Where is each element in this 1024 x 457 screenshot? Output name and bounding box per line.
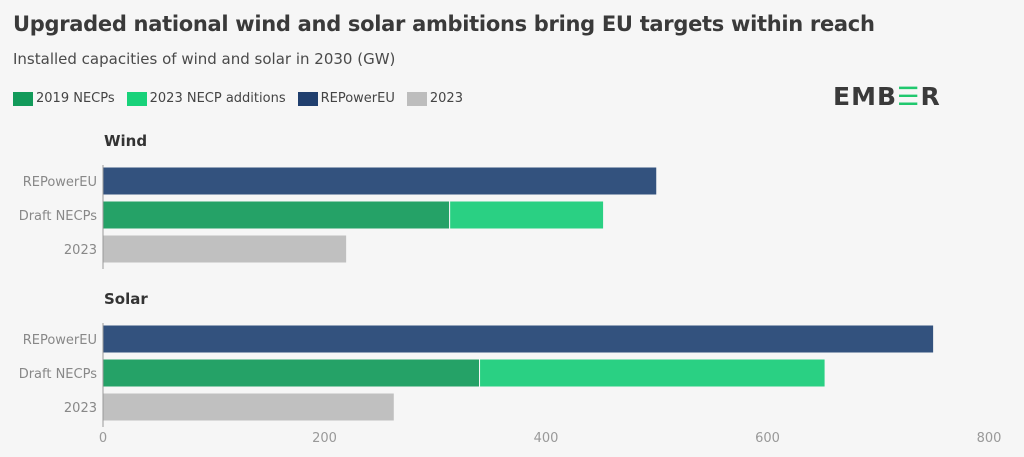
- legend-label: 2023: [429, 91, 463, 106]
- chart-subtitle: Installed capacities of wind and solar i…: [13, 50, 396, 68]
- bar-segment: [102, 200, 451, 230]
- bar-segment: [102, 234, 348, 264]
- bar-segment: [102, 166, 658, 196]
- x-tick-label: 600: [755, 431, 780, 446]
- chart-title: Upgraded national wind and solar ambitio…: [13, 12, 875, 36]
- category-label: 2023: [64, 243, 97, 258]
- category-label: Draft NECPs: [19, 209, 98, 224]
- bar-segment: [449, 200, 605, 230]
- legend-swatch: [126, 91, 147, 106]
- bar-segment: [102, 324, 935, 354]
- ember-logo: EMB☰R: [833, 82, 941, 111]
- legend-label: REPowerEU: [320, 91, 395, 106]
- x-tick-label: 400: [534, 431, 559, 446]
- legend-swatch: [13, 91, 33, 106]
- legend-swatch: [406, 91, 427, 106]
- panel-title: Solar: [104, 290, 148, 308]
- x-tick-label: 0: [99, 431, 107, 446]
- panel-title: Wind: [104, 132, 147, 150]
- legend-swatch: [297, 91, 318, 106]
- x-tick-label: 200: [312, 431, 337, 446]
- category-label: REPowerEU: [23, 333, 97, 348]
- legend-label: 2019 NECPs: [36, 91, 115, 106]
- bar-segment: [479, 358, 826, 388]
- category-label: 2023: [64, 401, 97, 416]
- x-tick-label: 800: [977, 431, 1002, 446]
- category-label: Draft NECPs: [19, 367, 98, 382]
- legend-item-repowereu: REPowerEU: [297, 91, 395, 106]
- bar-segment: [102, 358, 481, 388]
- legend-item-2023: 2023: [406, 91, 463, 106]
- legend: 2019 NECPs 2023 NECP additions REPowerEU…: [13, 91, 463, 106]
- legend-label: 2023 NECP additions: [149, 91, 286, 106]
- bar-segment: [102, 392, 395, 422]
- category-label: REPowerEU: [23, 175, 97, 190]
- legend-item-2019-necps: 2019 NECPs: [13, 91, 115, 106]
- legend-item-2023-necp-additions: 2023 NECP additions: [126, 91, 286, 106]
